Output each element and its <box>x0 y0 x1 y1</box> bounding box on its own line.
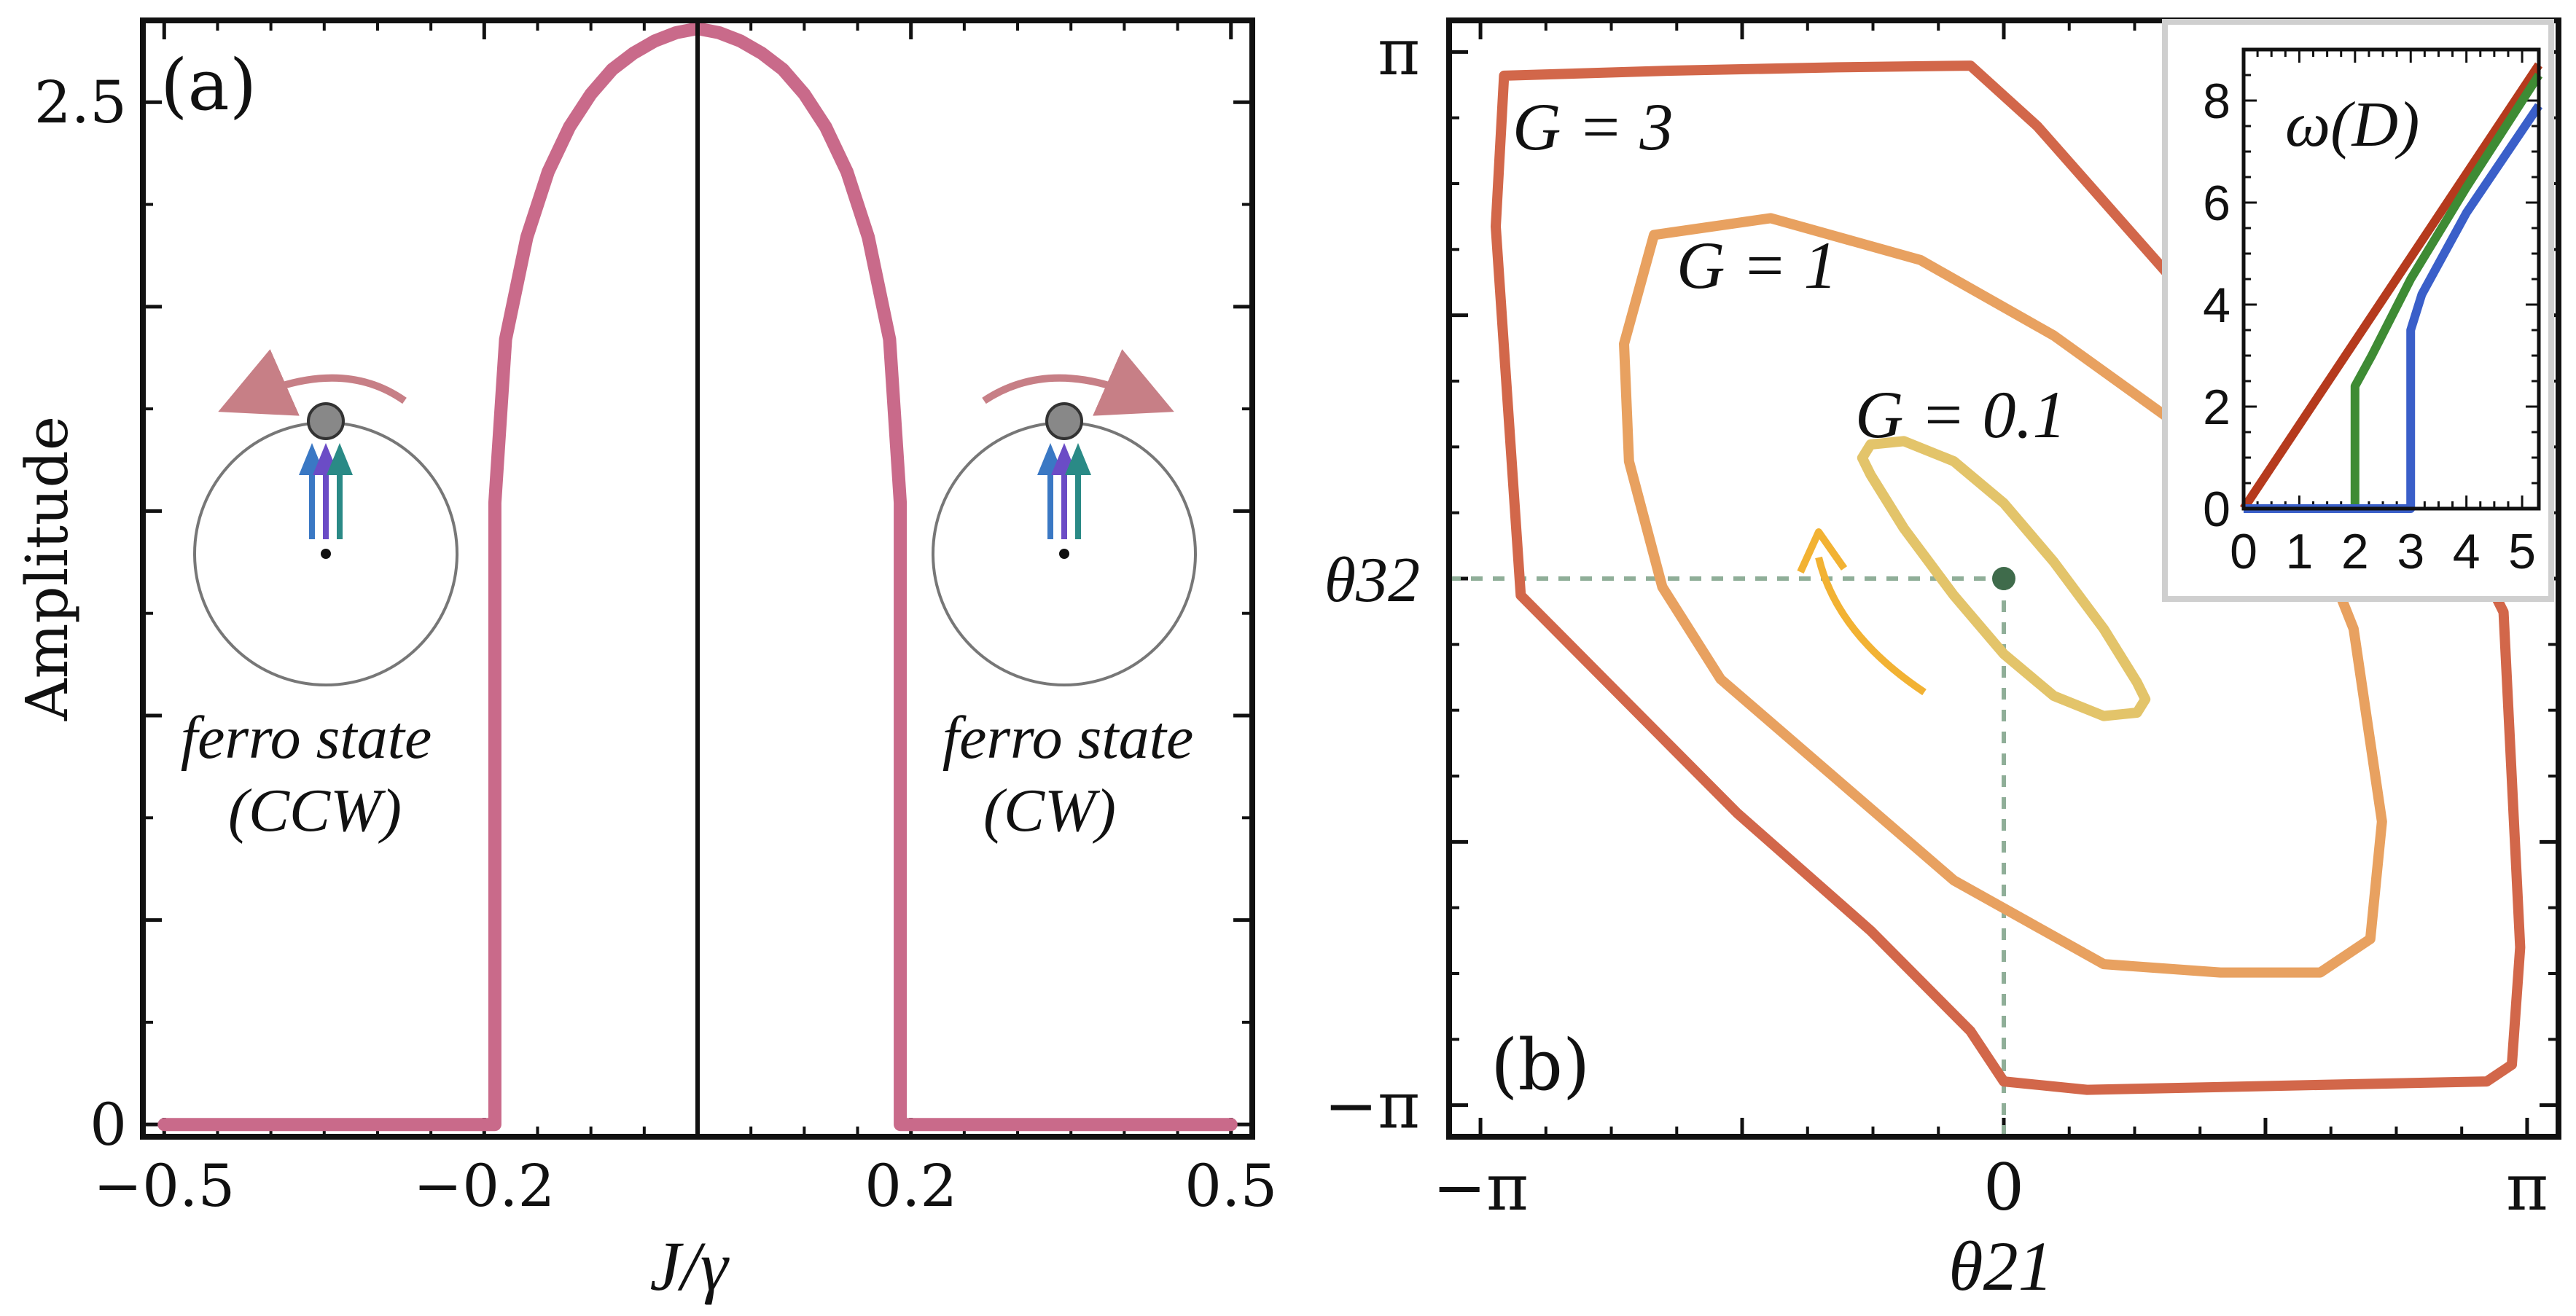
orbit-label-g3: G = 3 <box>1513 90 1674 164</box>
x-tick-label: −0.5 <box>93 1152 235 1220</box>
inset-y-tick-label: 8 <box>2203 74 2230 129</box>
panel-b-frame <box>1446 17 2561 1140</box>
inset-x-tick-label: 5 <box>2508 524 2536 579</box>
panel-b-orbits <box>1491 60 2526 1095</box>
inset-y-tick-label: 2 <box>2203 380 2230 435</box>
y-tick-label: θ32 <box>1324 545 1420 616</box>
x-tick-label: π <box>2506 1150 2548 1225</box>
ccw-vector-teal-head <box>327 443 353 475</box>
orbit-label-g1: G = 1 <box>1677 228 1838 302</box>
inset-x-tick-label: 0 <box>2230 524 2257 579</box>
panel-a: (a) −0.5 −0.2 0.2 0.5 02.5 J/γ Amplitude fe… <box>13 17 1277 1305</box>
cw-oscillator-ball <box>1045 402 1083 440</box>
cw-ferro-state-diagram <box>932 349 1197 686</box>
inset-y-tick-label: 4 <box>2203 278 2230 333</box>
y-tick-label: 0 <box>90 1091 127 1159</box>
y-tick-label: −π <box>1324 1068 1420 1143</box>
series-curve-0 <box>1857 436 2151 721</box>
ccw-ferro-state-diagram <box>193 349 458 686</box>
x-tick-label: −π <box>1432 1150 1529 1225</box>
inset-y-tick-label: 6 <box>2203 176 2230 231</box>
panel-a-label: (a) <box>160 44 257 126</box>
x-tick-label: 0 <box>1983 1150 2024 1225</box>
inset-y-tick-labels: 0 2 4 6 8 <box>2203 74 2230 537</box>
ccw-state-label-line1: ferro state <box>181 704 432 772</box>
cw-center-dot <box>1059 549 1069 559</box>
x-tick-label: −0.2 <box>413 1152 555 1220</box>
panel-b-x-tick-labels: −π 0 π <box>1432 1150 2548 1225</box>
inset-x-tick-label: 3 <box>2397 524 2424 579</box>
panel-b-y-tick-labels: −π θ32 π <box>1324 15 1420 1143</box>
cw-rotation-arrow-icon <box>982 349 1174 416</box>
inset-x-tick-label: 1 <box>2286 524 2314 579</box>
cw-state-label-line1: ferro state <box>942 704 1194 772</box>
ccw-oscillator-ball <box>307 402 345 440</box>
inset-x-tick-label: 4 <box>2453 524 2481 579</box>
series-curve-2 <box>1491 60 2526 1095</box>
y-tick-label: 2.5 <box>34 68 127 136</box>
cw-vector-teal-head <box>1065 443 1091 475</box>
panel-a-frame <box>140 17 1255 1140</box>
panel-b-label: (b) <box>1491 1025 1590 1106</box>
fixed-point-marker <box>1992 567 2015 590</box>
inset-series-curve-0 <box>2240 62 2542 512</box>
x-tick-label: 0.2 <box>864 1152 957 1220</box>
ccw-state-label-line2: (CCW) <box>228 777 402 845</box>
panel-a-y-axis-label: Amplitude <box>13 416 81 721</box>
ccw-center-dot <box>321 549 331 559</box>
panel-b-fixed-point-guides <box>1449 576 2006 1137</box>
cw-state-label-line2: (CW) <box>983 777 1116 845</box>
inset-y-tick-label: 0 <box>2203 482 2230 537</box>
x-tick-label: 0.5 <box>1184 1152 1277 1220</box>
panel-a-x-axis-label: J/γ <box>649 1227 729 1305</box>
y-tick-label: π <box>1378 15 1420 90</box>
ccw-rotation-arrow-icon <box>218 349 407 416</box>
inset-frame <box>2241 47 2541 511</box>
flow-direction-arrowhead-icon <box>1797 528 1848 574</box>
panel-a-x-tick-labels: −0.5 −0.2 0.2 0.5 <box>93 1152 1277 1220</box>
flow-direction-arrow-icon <box>1815 556 1927 696</box>
panel-b-x-axis-label: θ21 <box>1948 1227 2053 1305</box>
series-curve-1 <box>1619 213 2387 978</box>
panel-a-y-tick-labels: 02.5 <box>34 68 127 1159</box>
inset-title: ω(D) <box>2285 90 2419 160</box>
inset-x-tick-label: 2 <box>2341 524 2369 579</box>
orbit-label-g01: G = 0.1 <box>1855 377 2066 452</box>
